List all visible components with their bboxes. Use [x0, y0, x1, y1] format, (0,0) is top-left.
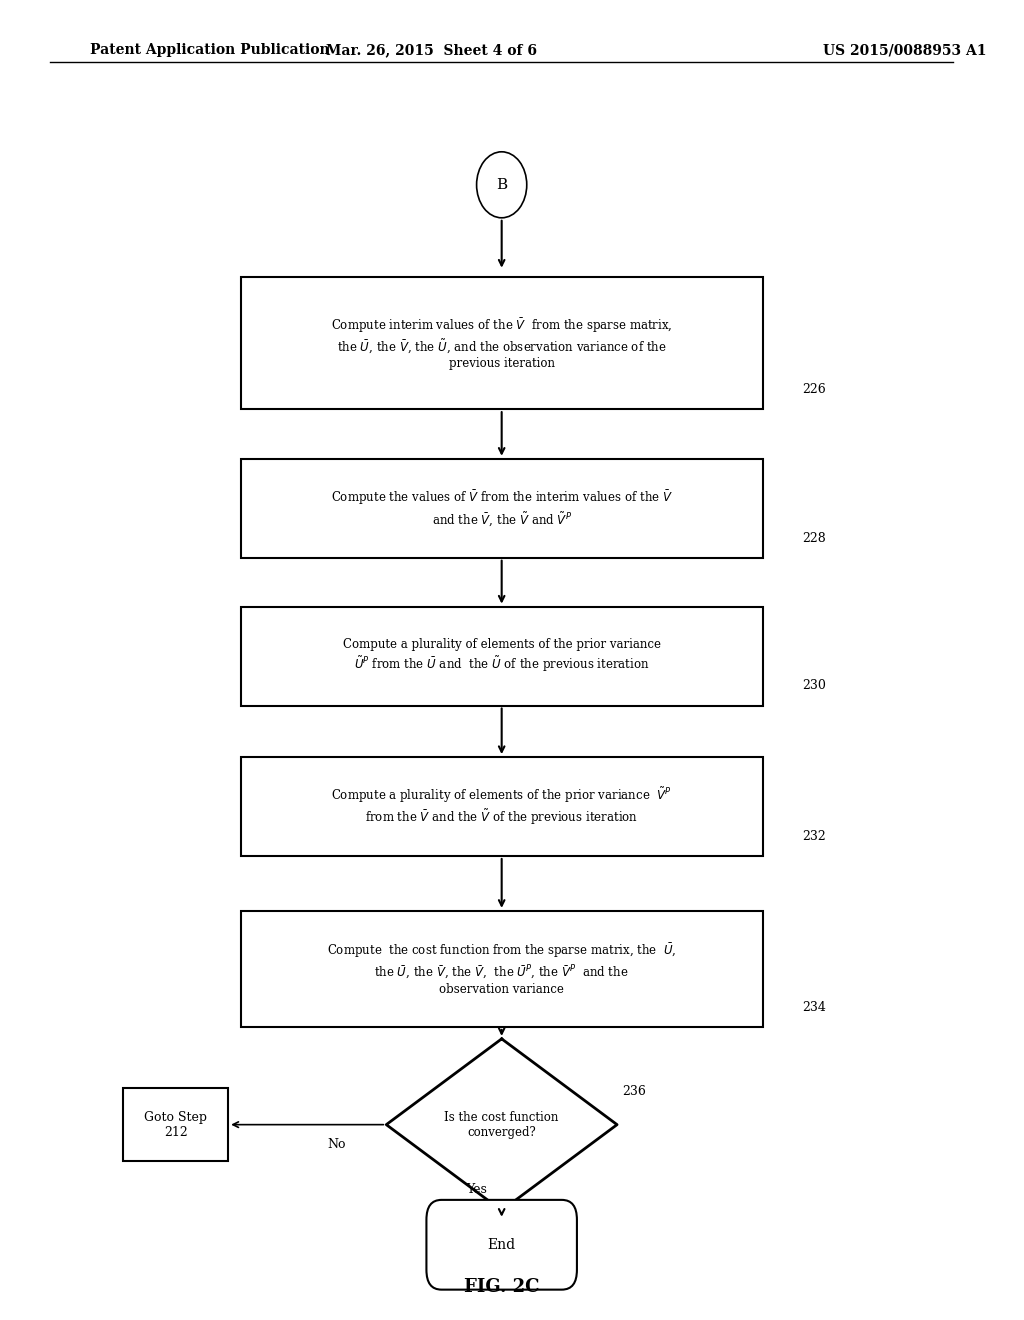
- Text: US 2015/0088953 A1: US 2015/0088953 A1: [822, 44, 986, 57]
- FancyBboxPatch shape: [241, 459, 763, 557]
- Text: 228: 228: [803, 532, 826, 544]
- FancyBboxPatch shape: [123, 1088, 228, 1162]
- Text: Compute a plurality of elements of the prior variance
$\tilde{U}^P$ from the $\b: Compute a plurality of elements of the p…: [343, 639, 660, 673]
- Text: Goto Step
212: Goto Step 212: [144, 1110, 207, 1139]
- Text: Yes: Yes: [466, 1183, 487, 1196]
- Text: Patent Application Publication: Patent Application Publication: [90, 44, 330, 57]
- Text: No: No: [327, 1138, 345, 1151]
- Text: End: End: [487, 1238, 516, 1251]
- Text: Compute interim values of the $\bar{V}$  from the sparse matrix,
the $\bar{U}$, : Compute interim values of the $\bar{V}$ …: [331, 317, 673, 370]
- Text: 236: 236: [622, 1085, 646, 1098]
- FancyBboxPatch shape: [241, 607, 763, 705]
- Text: 234: 234: [803, 1001, 826, 1014]
- Text: B: B: [496, 178, 507, 191]
- Text: Mar. 26, 2015  Sheet 4 of 6: Mar. 26, 2015 Sheet 4 of 6: [326, 44, 537, 57]
- FancyBboxPatch shape: [241, 911, 763, 1027]
- Text: 232: 232: [803, 830, 826, 842]
- Polygon shape: [386, 1039, 617, 1210]
- FancyBboxPatch shape: [241, 277, 763, 409]
- FancyBboxPatch shape: [426, 1200, 577, 1290]
- Text: Compute  the cost function from the sparse matrix, the  $\bar{U}$,
the $\bar{U}$: Compute the cost function from the spars…: [327, 942, 677, 995]
- Text: Is the cost function
converged?: Is the cost function converged?: [444, 1110, 559, 1139]
- Text: Compute the values of $\bar{V}$ from the interim values of the $\bar{V}$
and the: Compute the values of $\bar{V}$ from the…: [331, 488, 673, 528]
- Text: FIG. 2C: FIG. 2C: [464, 1278, 540, 1296]
- Text: Compute a plurality of elements of the prior variance  $\tilde{V}^P$
from the $\: Compute a plurality of elements of the p…: [332, 785, 672, 828]
- Text: 230: 230: [803, 680, 826, 692]
- Text: 226: 226: [803, 383, 826, 396]
- FancyBboxPatch shape: [241, 758, 763, 855]
